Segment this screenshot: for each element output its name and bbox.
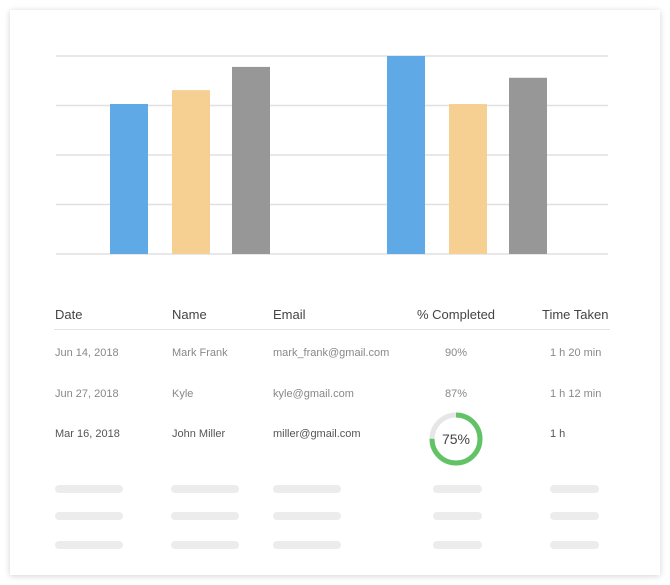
cell-time: 1 h 12 min bbox=[550, 388, 602, 400]
bar-series-1-group-2[interactable] bbox=[387, 56, 425, 254]
cell-time: 1 h 20 min bbox=[550, 347, 602, 359]
cell-date: Jun 14, 2018 bbox=[55, 347, 119, 359]
placeholder-bar bbox=[171, 541, 239, 549]
header-name[interactable]: Name bbox=[172, 307, 207, 322]
placeholder-bar bbox=[171, 512, 239, 520]
cell-email: mark_frank@gmail.com bbox=[273, 347, 390, 359]
header-email[interactable]: Email bbox=[273, 307, 306, 322]
header-date[interactable]: Date bbox=[55, 307, 83, 322]
placeholder-bar bbox=[273, 541, 341, 549]
cell-name: John Miller bbox=[172, 428, 226, 440]
placeholder-bar bbox=[171, 485, 239, 493]
placeholder-bar bbox=[433, 485, 482, 493]
progress-ring bbox=[429, 412, 483, 466]
cell-date: Mar 16, 2018 bbox=[55, 428, 120, 440]
placeholder-bar bbox=[433, 512, 482, 520]
bar-series-3-group-1[interactable] bbox=[232, 66, 270, 254]
header-time[interactable]: Time Taken bbox=[542, 307, 609, 322]
cell-email: kyle@gmail.com bbox=[273, 388, 354, 400]
bar-series-2-group-1[interactable] bbox=[172, 90, 210, 254]
placeholder-bar bbox=[550, 512, 599, 520]
header-divider bbox=[54, 329, 610, 330]
progress-ring-label: 75% bbox=[441, 431, 471, 447]
placeholder-bar bbox=[273, 485, 341, 493]
placeholder-bar bbox=[55, 512, 123, 520]
placeholder-bar bbox=[550, 485, 599, 493]
placeholder-bar bbox=[433, 541, 482, 549]
cell-name: Mark Frank bbox=[172, 347, 228, 359]
placeholder-bar bbox=[55, 541, 123, 549]
bar-chart bbox=[56, 55, 608, 255]
cell-completed: 87% bbox=[445, 388, 468, 400]
placeholder-bar bbox=[55, 485, 123, 493]
cell-name: Kyle bbox=[172, 388, 194, 400]
cell-email: miller@gmail.com bbox=[273, 428, 361, 440]
placeholder-bar bbox=[273, 512, 341, 520]
cell-completed: 90% bbox=[445, 347, 468, 359]
bar-series-1-group-1[interactable] bbox=[110, 104, 148, 254]
bar-series-2-group-2[interactable] bbox=[449, 104, 487, 254]
cell-date: Jun 27, 2018 bbox=[55, 388, 119, 400]
cell-time: 1 h bbox=[550, 428, 566, 440]
placeholder-bar bbox=[550, 541, 599, 549]
header-completed[interactable]: % Completed bbox=[417, 307, 496, 322]
bar-series-3-group-2[interactable] bbox=[509, 77, 547, 254]
